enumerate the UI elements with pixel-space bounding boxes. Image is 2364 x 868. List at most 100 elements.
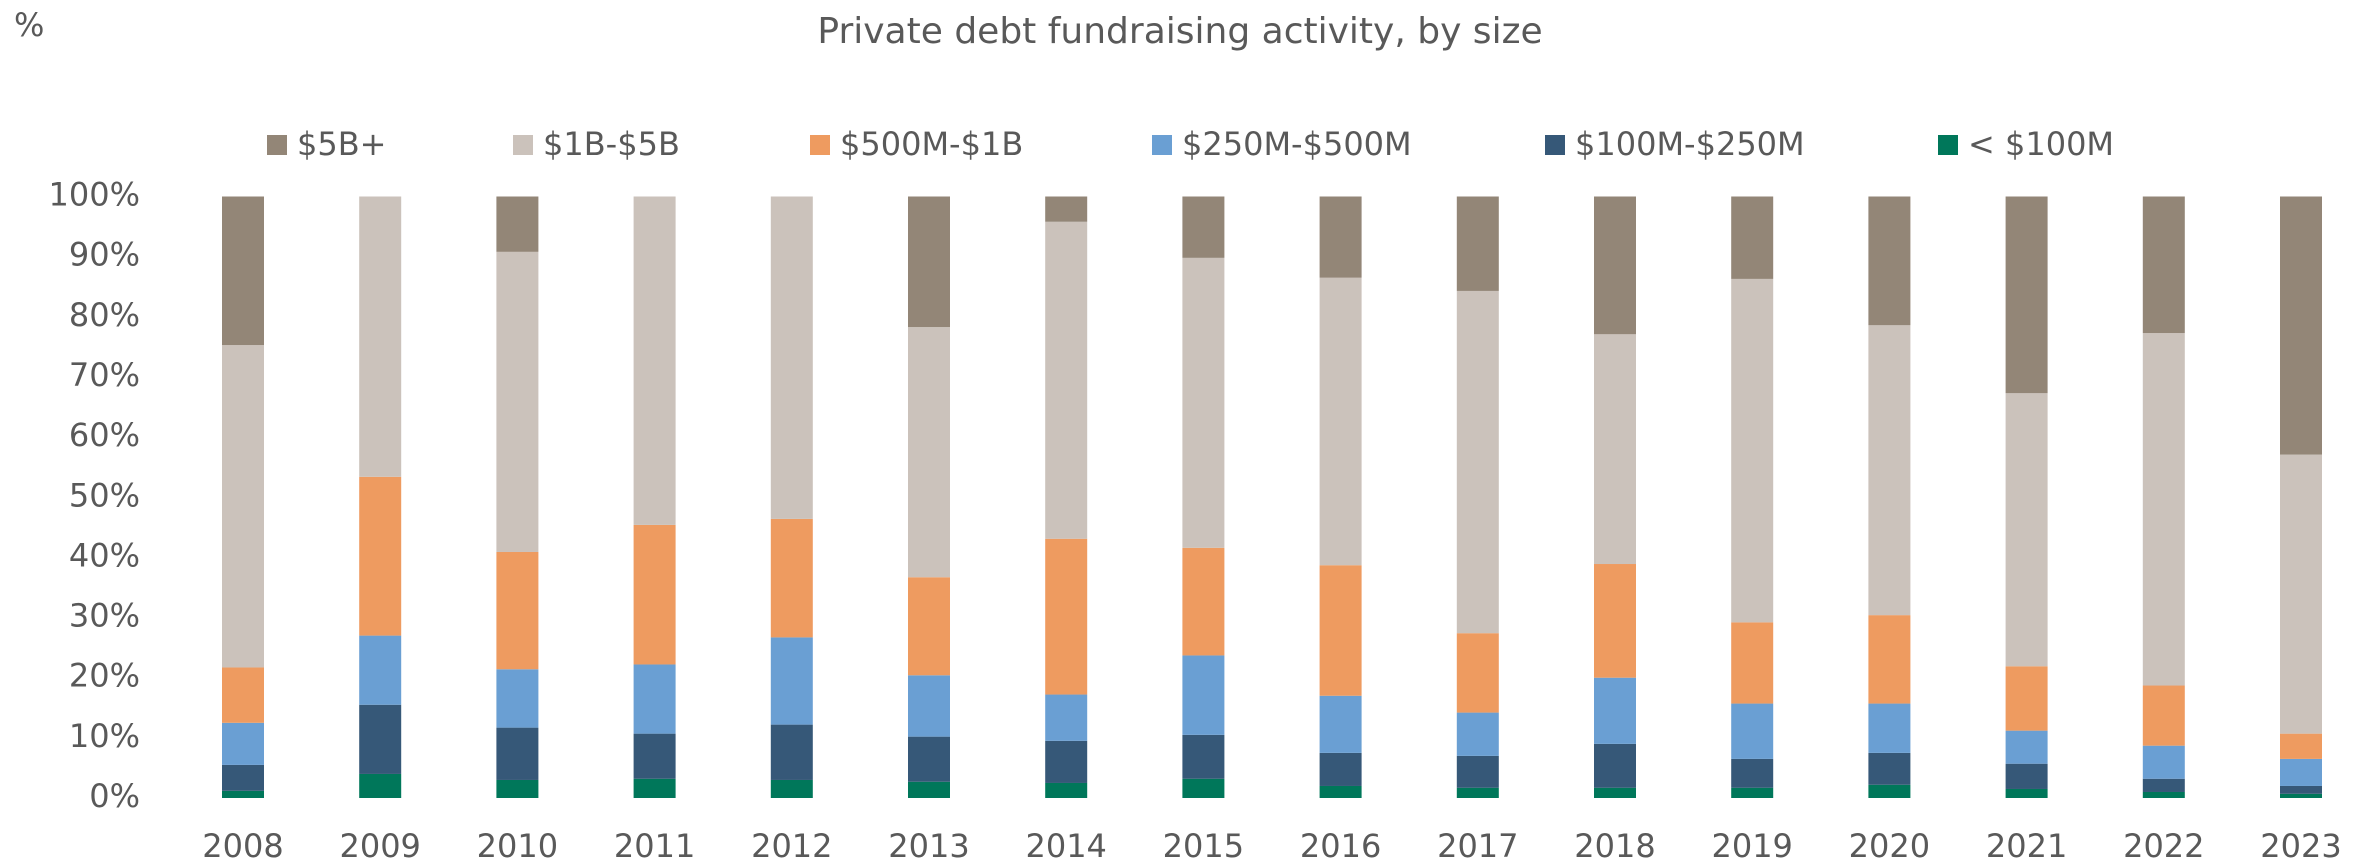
bar-segment — [2280, 196, 2322, 455]
bar-segment — [633, 524, 676, 665]
bar-segment — [1045, 740, 1088, 783]
bar-segment — [1182, 734, 1225, 779]
bar-segment — [2142, 196, 2185, 334]
legend-label: $5B+ — [297, 125, 386, 163]
bar-segment — [1319, 785, 1362, 798]
bar-segment — [633, 664, 676, 734]
bar-segment — [1868, 196, 1911, 326]
x-tick-label: 2023 — [2260, 827, 2341, 865]
bar-segment — [1868, 615, 1911, 704]
bar-segment — [1045, 538, 1088, 695]
y-tick-label: 50% — [69, 476, 140, 514]
x-tick-label: 2013 — [888, 827, 969, 865]
bar-segment — [1594, 743, 1636, 788]
bar-segment — [359, 635, 402, 705]
bar-segment — [1731, 703, 1774, 759]
bar-segment — [2005, 788, 2048, 798]
y-tick-label: 90% — [69, 236, 140, 274]
x-tick-label: 2008 — [202, 827, 283, 865]
x-tick-label: 2014 — [1025, 827, 1106, 865]
y-tick-label: 60% — [69, 416, 140, 454]
x-tick-label: 2010 — [477, 827, 558, 865]
bar-segment — [1868, 325, 1911, 616]
bar-segment — [770, 724, 813, 780]
bar-segment — [908, 577, 950, 676]
bar-segment — [1182, 547, 1225, 656]
bar-segment — [633, 196, 676, 525]
bar-segment — [2280, 785, 2322, 794]
bar-segment — [222, 196, 264, 346]
bar-segment — [1868, 703, 1911, 753]
bar-segment — [1045, 221, 1088, 539]
bar-segment — [2142, 333, 2185, 686]
bar-segment — [1456, 755, 1499, 788]
bar-segment — [496, 196, 539, 252]
bar-segment — [359, 704, 402, 774]
bar-segment — [359, 476, 402, 636]
bar-segment — [222, 667, 264, 723]
bar-segment — [770, 637, 813, 725]
x-tick-label: 2017 — [1437, 827, 1518, 865]
bar-segment — [1319, 565, 1362, 696]
bar-segment — [1731, 758, 1774, 788]
bar-segment — [1456, 787, 1499, 798]
bar-segment — [770, 196, 813, 519]
bar-segment — [1731, 278, 1774, 623]
bar-segment — [1868, 784, 1911, 798]
y-tick-label: 40% — [69, 536, 140, 574]
bar-segment — [1594, 564, 1636, 678]
bar-segment — [908, 675, 950, 737]
bar-segment — [2280, 733, 2322, 759]
bar-segment — [1182, 655, 1225, 735]
legend-label: $250M-$500M — [1182, 125, 1412, 163]
bar-segment — [496, 727, 539, 780]
bar-segment — [1182, 196, 1225, 258]
y-tick-label: 10% — [69, 717, 140, 755]
bar-segment — [1045, 196, 1088, 222]
bar-segment — [496, 551, 539, 670]
legend-swatch — [267, 135, 287, 155]
bar-segment — [359, 196, 402, 477]
y-tick-label: 80% — [69, 296, 140, 334]
y-tick-label: 30% — [69, 597, 140, 635]
bar-segment — [633, 778, 676, 798]
bar-segment — [2142, 778, 2185, 792]
bar-segment — [908, 327, 950, 578]
y-axis-label: % — [14, 6, 44, 44]
y-tick-label: 70% — [69, 356, 140, 394]
bar-segment — [222, 790, 264, 798]
bar-segment — [1319, 196, 1362, 278]
x-tick-label: 2021 — [1986, 827, 2067, 865]
legend-label: < $100M — [1968, 125, 2114, 163]
x-tick-label: 2011 — [614, 827, 695, 865]
bar-segment — [770, 518, 813, 638]
bar-segment — [908, 736, 950, 782]
legend-swatch — [1545, 135, 1565, 155]
bar-segment — [1456, 290, 1499, 634]
y-tick-label: 20% — [69, 657, 140, 695]
chart-title: Private debt fundraising activity, by si… — [817, 11, 1542, 52]
bar-segment — [496, 779, 539, 798]
bar-segment — [1319, 752, 1362, 786]
bar-segment — [770, 779, 813, 798]
x-tick-label: 2016 — [1300, 827, 1381, 865]
x-tick-label: 2020 — [1849, 827, 1930, 865]
bar-segment — [1594, 334, 1636, 565]
x-tick-label: 2018 — [1574, 827, 1655, 865]
bar-segment — [2005, 196, 2048, 394]
legend-swatch — [810, 135, 830, 155]
bar-segment — [2280, 793, 2322, 798]
x-tick-label: 2012 — [751, 827, 832, 865]
bar-segment — [2005, 666, 2048, 731]
bar-segment — [359, 773, 402, 798]
bar-segment — [1594, 787, 1636, 798]
bar-segment — [1731, 622, 1774, 704]
bar-segment — [222, 345, 264, 668]
legend-swatch — [1152, 135, 1172, 155]
x-tick-label: 2015 — [1163, 827, 1244, 865]
bar-segment — [1868, 752, 1911, 785]
bar-segment — [496, 669, 539, 728]
bar-segment — [2005, 730, 2048, 764]
legend-swatch — [1938, 135, 1958, 155]
